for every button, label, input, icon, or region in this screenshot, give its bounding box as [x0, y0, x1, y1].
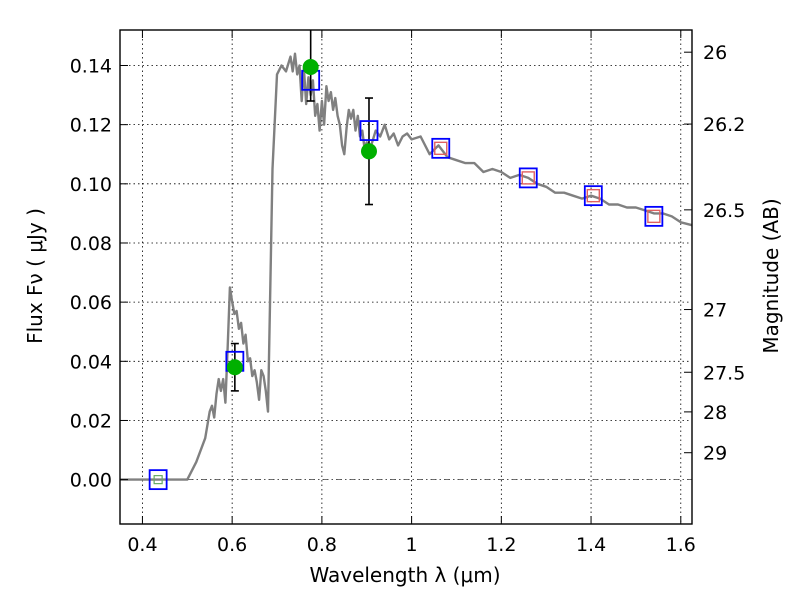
y-tick-label: 0.04	[70, 351, 112, 373]
observed-square-marker	[434, 141, 448, 156]
y-axis-ticks: 0.00 0.02 0.04 0.06 0.08 0.10 0.12 0.14	[70, 55, 128, 492]
detection-marker	[153, 475, 163, 485]
y-tick-label: 0.08	[70, 233, 112, 255]
x-axis-ticks: 0.4 0.6 0.8 1 1.2 1.4 1.6	[127, 30, 696, 556]
x-tick-label: 0.4	[127, 534, 157, 556]
observed-square-marker	[586, 188, 601, 203]
markers	[148, 58, 664, 491]
x-tick-label: 1.6	[666, 534, 696, 556]
right-tick-label: 27.5	[703, 362, 745, 384]
y-tick-label: 0.06	[70, 292, 112, 314]
model-square-marker	[148, 469, 168, 491]
y-axis-label: Flux Fν ( μJy )	[23, 208, 47, 344]
detection-marker	[226, 359, 243, 376]
model-square-marker	[644, 205, 664, 227]
plot-frame	[119, 29, 693, 525]
spectrum-line	[120, 52, 693, 481]
y-tick-label: 0.12	[70, 115, 112, 137]
model-square-marker	[518, 167, 538, 189]
detection-marker	[360, 143, 377, 160]
y-tick-label: 0.14	[70, 55, 112, 77]
model-square-marker	[359, 120, 379, 141]
detection-marker	[302, 58, 319, 75]
grid	[120, 30, 692, 524]
right-axis-ticks: 26 26.2 26.5 27 27.5 28 29	[684, 42, 745, 465]
model-square-marker	[431, 137, 451, 159]
observed-square-marker	[647, 209, 661, 224]
model-square-marker	[583, 185, 603, 207]
right-tick-label: 29	[703, 443, 727, 465]
y-tick-label: 0.00	[70, 470, 112, 492]
right-tick-label: 26	[703, 42, 727, 64]
y-tick-label: 0.10	[70, 174, 112, 196]
x-tick-label: 0.8	[307, 534, 337, 556]
x-axis-label: Wavelength λ (μm)	[309, 563, 500, 587]
right-tick-label: 27	[703, 300, 727, 322]
x-tick-label: 0.6	[217, 534, 247, 556]
right-axis-label: Magnitude (AB)	[759, 198, 783, 353]
plot-border	[119, 29, 693, 525]
observed-square-marker	[521, 171, 535, 185]
x-tick-label: 1.4	[576, 534, 606, 556]
right-tick-label: 26.5	[703, 200, 745, 222]
y-tick-label: 0.02	[70, 410, 112, 432]
x-tick-label: 1	[406, 534, 418, 556]
right-tick-label: 26.2	[703, 114, 745, 136]
spectrum-series	[120, 52, 693, 481]
x-tick-label: 1.2	[486, 534, 516, 556]
right-tick-label: 28	[703, 402, 727, 424]
